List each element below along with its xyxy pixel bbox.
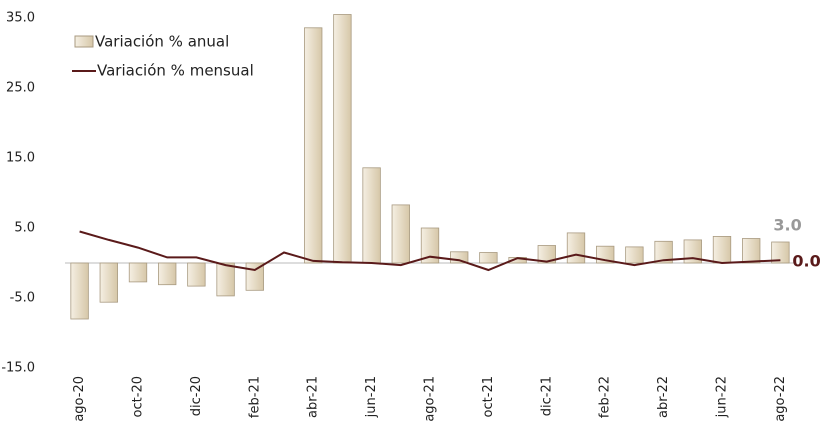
- x-tick-label: jun-22: [715, 376, 730, 418]
- bar: [304, 27, 323, 264]
- x-tick-label: oct-20: [131, 376, 146, 417]
- x-tick-label: abr-22: [656, 376, 671, 418]
- bar: [158, 262, 177, 286]
- bar: [479, 252, 498, 264]
- x-tick-label: ago-21: [423, 376, 438, 422]
- bar: [70, 262, 89, 320]
- bar: [742, 238, 761, 264]
- x-tick-label: ago-20: [72, 376, 87, 422]
- bar: [216, 262, 235, 297]
- x-tick-label: abr-21: [306, 376, 321, 418]
- bar: [420, 227, 440, 264]
- y-tick-label: 15.0: [6, 151, 35, 166]
- x-tick-label: feb-22: [598, 376, 613, 418]
- bar: [333, 14, 352, 264]
- bar: [537, 245, 556, 264]
- x-tick-label: jun-21: [364, 376, 379, 418]
- bar: [450, 251, 469, 264]
- x-tick-label: dic-20: [189, 376, 204, 416]
- y-tick-label: 25.0: [6, 81, 35, 96]
- bar: [99, 262, 118, 303]
- bar: [683, 239, 702, 264]
- bar: [625, 246, 644, 264]
- x-tick-label: dic-21: [539, 376, 554, 416]
- bar: [187, 262, 206, 287]
- legend-label: Variación % mensual: [97, 62, 254, 80]
- x-tick-label: oct-21: [481, 376, 496, 417]
- line: [79, 230, 781, 272]
- legend-label: Variación % anual: [95, 33, 229, 51]
- y-tick-label: 35.0: [6, 11, 35, 26]
- y-tick-label: 5.0: [14, 221, 35, 236]
- bar: [128, 262, 148, 283]
- legend-swatch: [74, 35, 94, 48]
- bar: [566, 232, 586, 264]
- data-label: 3.0: [773, 216, 801, 235]
- bar: [771, 241, 790, 264]
- bar: [654, 240, 673, 264]
- x-tick-label: ago-22: [773, 376, 788, 422]
- data-label: 0.0: [792, 252, 820, 271]
- bar: [362, 167, 381, 264]
- y-tick-label: -15.0: [1, 361, 35, 376]
- bar: [712, 235, 732, 264]
- x-tick-label: feb-21: [247, 376, 262, 418]
- bar: [391, 204, 410, 264]
- y-tick-label: -5.0: [10, 291, 35, 306]
